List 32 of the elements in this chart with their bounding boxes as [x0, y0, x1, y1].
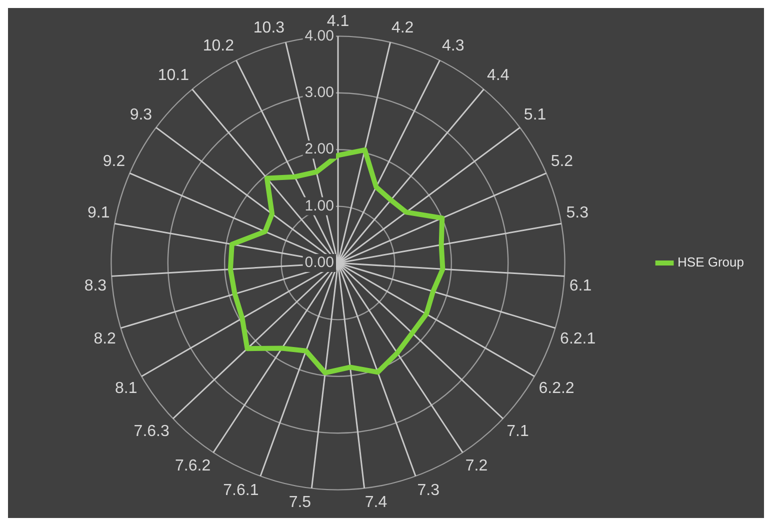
spoke-label: 8.2	[94, 330, 116, 348]
spoke-label: 7.3	[417, 482, 440, 499]
spoke-label: 4.3	[442, 38, 464, 55]
spoke-label: 7.6.1	[223, 482, 259, 499]
spoke-label: 7.1	[506, 423, 529, 440]
y-tick-label: 3.00	[304, 84, 334, 102]
spoke-label: 7.6.3	[134, 423, 170, 440]
y-tick-label: 2.00	[304, 140, 334, 158]
spoke-label: 10.1	[158, 67, 190, 84]
spoke-label: 7.5	[288, 494, 312, 512]
spoke-label: 7.6.2	[175, 458, 211, 475]
y-tick-label: 1.00	[304, 197, 334, 214]
spoke-label: 8.3	[84, 277, 107, 294]
spoke-label: 7.4	[364, 494, 388, 512]
spoke-label: 7.2	[465, 458, 488, 475]
spoke-label: 6.1	[569, 277, 592, 294]
legend-label: HSE Group	[678, 254, 744, 270]
spoke-label: 5.3	[566, 204, 589, 222]
spoke-label: 9.1	[87, 204, 110, 222]
spoke-label: 9.3	[130, 106, 152, 124]
spoke-label: 6.2.2	[538, 380, 574, 397]
spoke-label: 9.2	[102, 152, 126, 170]
spoke-label: 8.1	[115, 380, 138, 397]
spoke-label: 6.2.1	[560, 330, 596, 348]
y-tick-label: 4.00	[304, 27, 334, 44]
y-tick-label: 0.00	[304, 254, 334, 272]
spoke-label: 5.2	[550, 152, 574, 170]
spoke-label: 5.1	[524, 106, 546, 124]
spoke-label: 4.2	[391, 19, 414, 36]
spoke-label: 10.2	[202, 38, 234, 55]
spoke-label: 4.4	[487, 67, 510, 84]
spoke-label: 10.3	[253, 19, 285, 36]
